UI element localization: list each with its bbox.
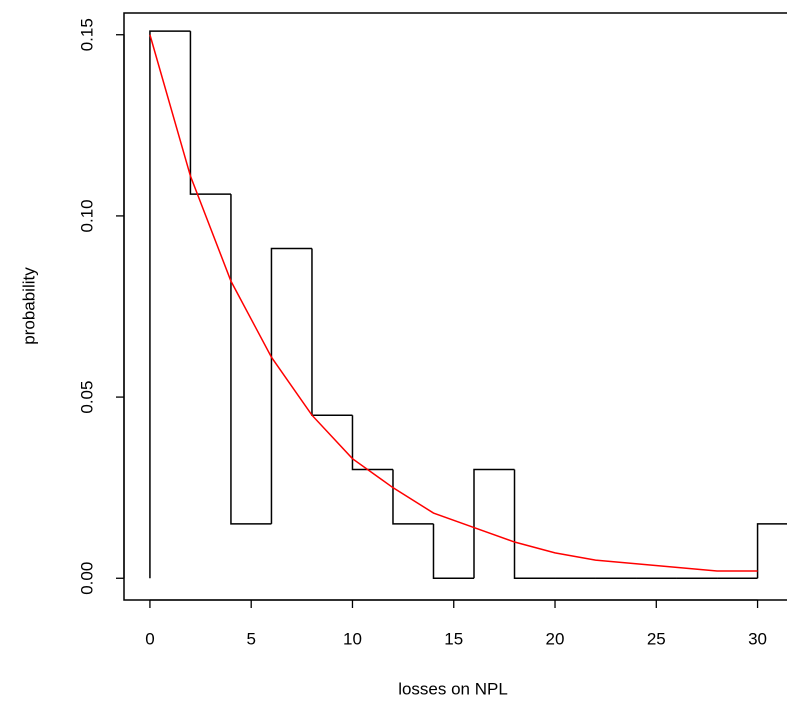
- y-tick-label: 0.05: [77, 381, 96, 414]
- x-tick-label: 15: [444, 629, 463, 648]
- histogram-bin: [149, 30, 191, 579]
- histogram-bin: [311, 248, 353, 416]
- histogram-bin: [189, 31, 231, 195]
- y-tick-label: 0.15: [77, 18, 96, 51]
- histogram-bin: [473, 468, 515, 579]
- x-tick-label: 10: [343, 629, 362, 648]
- plot-frame: [123, 12, 787, 601]
- x-tick-label: 30: [748, 629, 767, 648]
- x-tick-label: 0: [145, 629, 154, 648]
- histogram-bin: [270, 247, 312, 524]
- x-axis-label: losses on NPL: [398, 679, 508, 698]
- histogram-bin: [392, 469, 434, 525]
- density-curve: [149, 34, 758, 572]
- y-axis-label: probability: [19, 267, 38, 345]
- x-tick-label: 20: [546, 629, 565, 648]
- x-tick-label: 5: [246, 629, 255, 648]
- histogram-bin: [513, 469, 556, 580]
- y-tick-label: 0.10: [77, 199, 96, 232]
- histogram-bin: [230, 194, 272, 525]
- histogram-bin: [351, 415, 393, 471]
- histogram-bin: [756, 523, 787, 579]
- y-tick-label: 0.00: [77, 562, 96, 595]
- x-tick-label: 25: [647, 629, 666, 648]
- histogram-bin: [432, 523, 474, 580]
